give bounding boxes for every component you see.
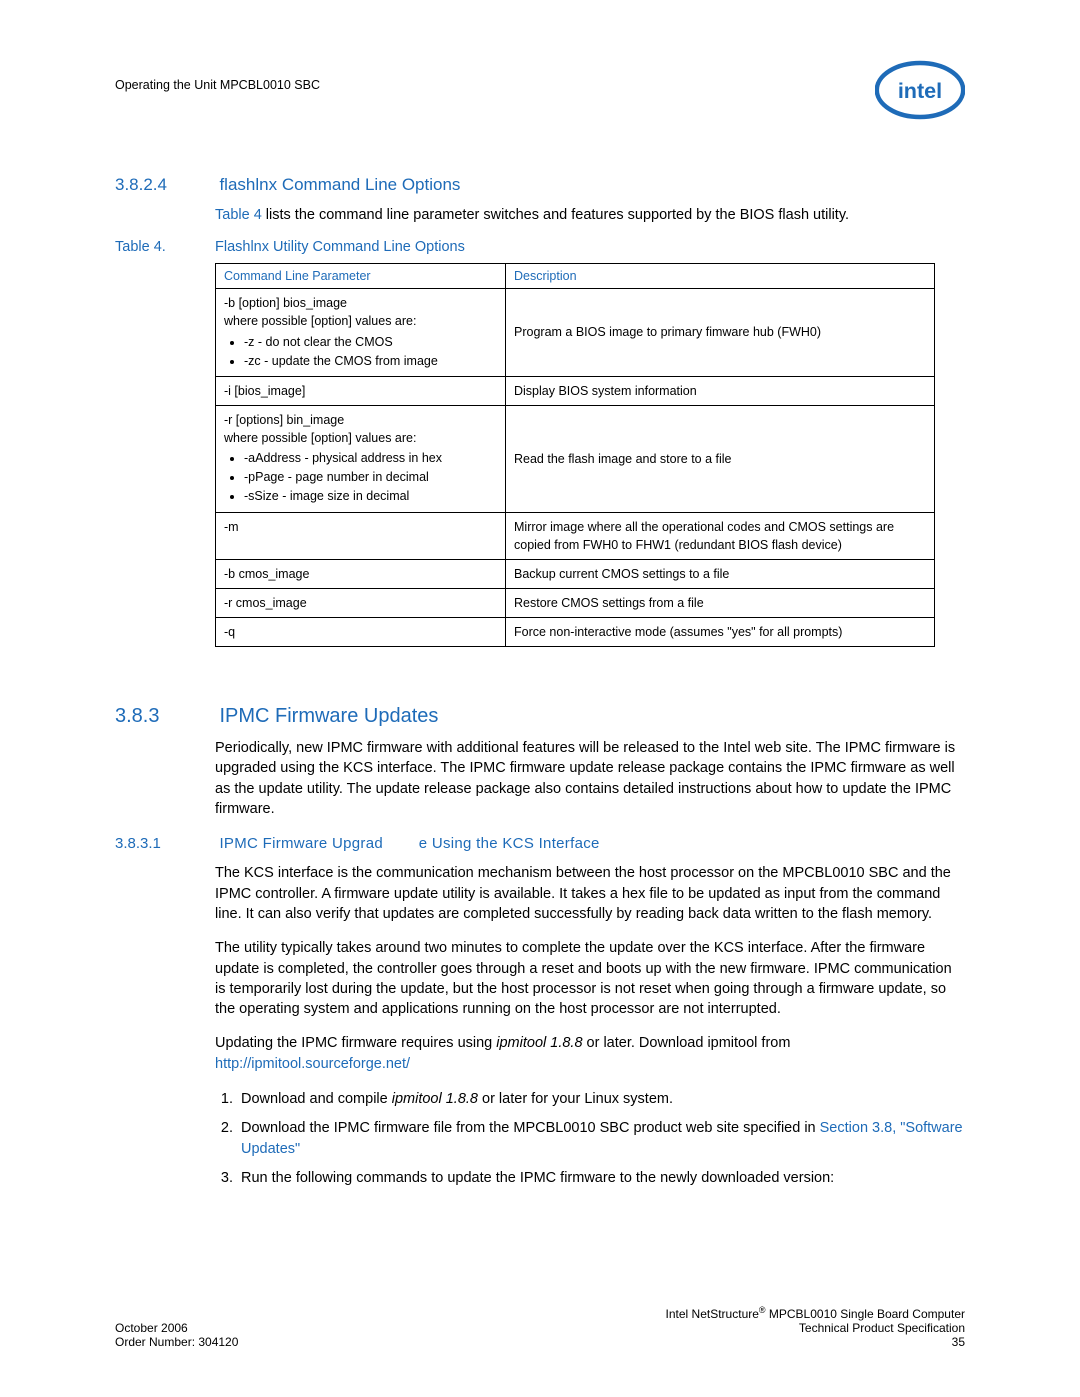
svg-text:intel: intel — [898, 78, 942, 103]
footer-date: October 2006 — [115, 1321, 238, 1335]
table-row: -b cmos_imageBackup current CMOS setting… — [216, 559, 935, 588]
table-row: -qForce non-interactive mode (assumes "y… — [216, 618, 935, 647]
list-item: Run the following commands to update the… — [237, 1168, 965, 1189]
table-header-desc: Description — [506, 264, 935, 289]
param-cell: -b cmos_image — [216, 559, 506, 588]
table-row: -i [bios_image]Display BIOS system infor… — [216, 376, 935, 405]
table-ref-link[interactable]: Table 4 — [215, 207, 262, 223]
table-caption: Table 4.Flashlnx Utility Command Line Op… — [115, 239, 965, 255]
param-cell: -i [bios_image] — [216, 376, 506, 405]
list-item: Download and compile ipmitool 1.8.8 or l… — [237, 1089, 965, 1110]
section-paragraph: The utility typically takes around two m… — [215, 938, 965, 1019]
param-cell: -b [option] bios_imagewhere possible [op… — [216, 289, 506, 377]
section-title: IPMC Firmware Updates — [219, 705, 438, 728]
footer-order-number: Order Number: 304120 — [115, 1335, 238, 1349]
page-header: Operating the Unit MPCBL0010 SBC intel — [115, 60, 965, 120]
section-title: IPMC Firmware Upgrad e Using the KCS Int… — [219, 835, 599, 852]
section-title: flashlnx Command Line Options — [219, 175, 460, 195]
page-container: Operating the Unit MPCBL0010 SBC intel 3… — [0, 0, 1080, 1397]
param-cell: -r [options] bin_imagewhere possible [op… — [216, 405, 506, 512]
ipmitool-link[interactable]: http://ipmitool.sourceforge.net/ — [215, 1056, 410, 1072]
desc-cell: Mirror image where all the operational c… — [506, 512, 935, 559]
desc-cell: Display BIOS system information — [506, 376, 935, 405]
list-item: Download the IPMC firmware file from the… — [237, 1118, 965, 1160]
steps-list: Download and compile ipmitool 1.8.8 or l… — [215, 1089, 965, 1189]
desc-cell: Restore CMOS settings from a file — [506, 588, 935, 617]
desc-cell: Read the flash image and store to a file — [506, 405, 935, 512]
desc-cell: Program a BIOS image to primary fimware … — [506, 289, 935, 377]
section-intro: Table 4 lists the command line parameter… — [215, 205, 965, 225]
section-heading: 3.8.2.4 flashlnx Command Line Options — [115, 175, 965, 195]
section-number: 3.8.3.1 — [115, 835, 215, 852]
page-footer: October 2006 Order Number: 304120 Intel … — [115, 1305, 965, 1349]
table-row: -r [options] bin_imagewhere possible [op… — [216, 405, 935, 512]
desc-cell: Backup current CMOS settings to a file — [506, 559, 935, 588]
footer-doc-type: Technical Product Specification — [666, 1321, 965, 1335]
table-row: -r cmos_imageRestore CMOS settings from … — [216, 588, 935, 617]
flashlnx-options-table: Command Line Parameter Description -b [o… — [215, 263, 935, 647]
table-row: -b [option] bios_imagewhere possible [op… — [216, 289, 935, 377]
section-paragraph: Updating the IPMC firmware requires usin… — [215, 1033, 965, 1074]
param-cell: -q — [216, 618, 506, 647]
desc-cell: Force non-interactive mode (assumes "yes… — [506, 618, 935, 647]
table-row: -mMirror image where all the operational… — [216, 512, 935, 559]
section-heading: 3.8.3.1 IPMC Firmware Upgrad e Using the… — [115, 835, 965, 853]
param-cell: -m — [216, 512, 506, 559]
section-paragraph: The KCS interface is the communication m… — [215, 863, 965, 924]
footer-page-number: 35 — [666, 1335, 965, 1349]
table-header-param: Command Line Parameter — [216, 264, 506, 289]
footer-product: Intel NetStructure® MPCBL0010 Single Boa… — [666, 1305, 965, 1321]
intel-logo-icon: intel — [875, 60, 965, 120]
section-paragraph: Periodically, new IPMC firmware with add… — [215, 738, 965, 819]
section-number: 3.8.2.4 — [115, 175, 215, 195]
param-cell: -r cmos_image — [216, 588, 506, 617]
section-number: 3.8.3 — [115, 705, 215, 728]
section-heading: 3.8.3 IPMC Firmware Updates — [115, 705, 965, 728]
running-title: Operating the Unit MPCBL0010 SBC — [115, 78, 320, 92]
